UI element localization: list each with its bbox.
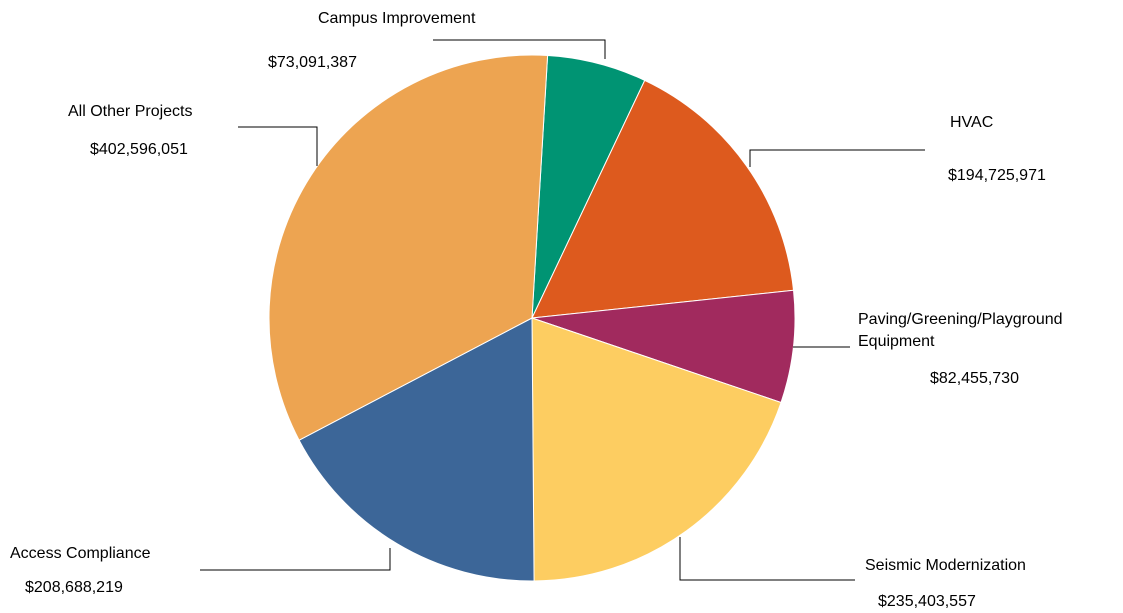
slice-label-hvac: HVAC — [950, 114, 993, 131]
slice-value-access-compliance: $208,688,219 — [25, 579, 123, 596]
pie-slices — [268, 54, 796, 582]
pie-slice-hvac — [531, 79, 795, 319]
leader-line-hvac — [749, 149, 925, 167]
slice-labels: Campus Improvement $73,091,387 HVAC $194,72… — [10, 10, 1063, 610]
slice-label-access-compliance: Access Compliance — [10, 545, 151, 562]
slice-value-paving-greening-playground-equipment: $82,455,730 — [930, 370, 1019, 387]
pie-slice-seismic-modernization — [531, 317, 782, 582]
pie-slice-all-other-projects — [268, 54, 549, 441]
leader-line-seismic-modernization — [679, 537, 855, 581]
leader-lines — [200, 39, 925, 581]
slice-label-all-other-projects: All Other Projects — [68, 103, 192, 120]
leader-line-campus-improvement — [433, 39, 606, 59]
slice-value-hvac: $194,725,971 — [948, 167, 1046, 184]
slice-label-paving-greening-playground-equipment-line-2: Equipment — [858, 333, 935, 350]
leader-line-all-other-projects — [238, 126, 318, 166]
slice-label-paving-greening-playground-equipment-line-1: Paving/Greening/Playground — [858, 311, 1063, 328]
slice-value-seismic-modernization: $235,403,557 — [878, 593, 976, 610]
pie-slice-access-compliance — [298, 317, 535, 582]
slice-value-all-other-projects: $402,596,051 — [90, 141, 188, 158]
slice-label-seismic-modernization: Seismic Modernization — [865, 557, 1026, 574]
leader-line-access-compliance — [200, 548, 391, 571]
slice-label-campus-improvement: Campus Improvement — [318, 10, 476, 27]
slice-value-campus-improvement: $73,091,387 — [268, 54, 357, 71]
